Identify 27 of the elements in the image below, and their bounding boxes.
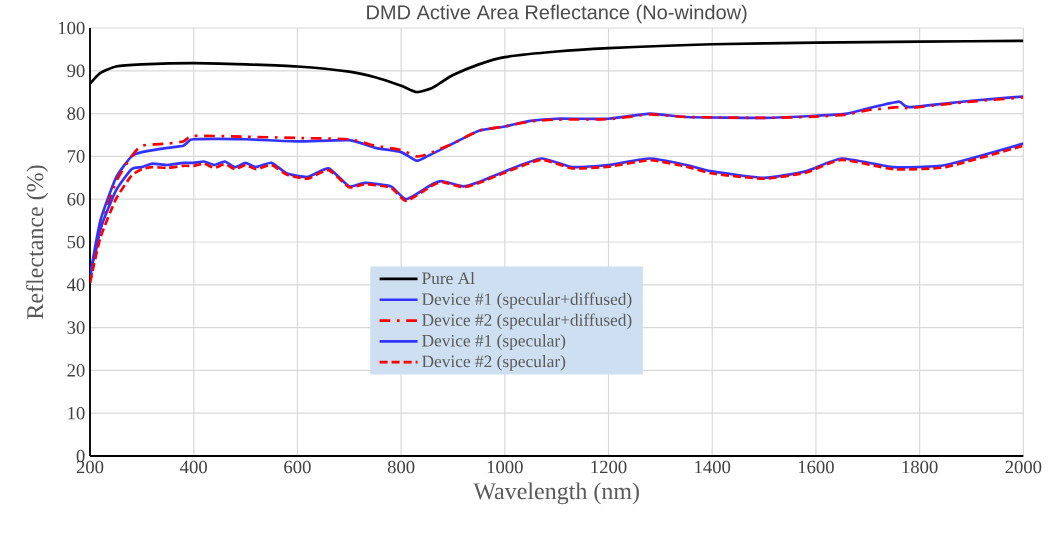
y-tick-label: 70 [67,150,85,163]
legend-label: Device #1 (specular+diffused) [422,292,632,309]
legend-label: Pure Al [422,271,475,285]
legend-label: Device #2 (specular) [422,355,566,371]
y-tick-label: 20 [67,364,85,377]
y-tick-label: 60 [67,192,85,206]
y-tick-label: 80 [67,107,85,120]
y-tick-label: 40 [66,278,85,292]
y-tick-label: 10 [68,406,85,420]
y-tick-label: 30 [67,321,85,334]
chart-title: DMD Active Area Reflectance (No-window) [367,4,747,24]
x-tick-label: 1400 [695,460,731,474]
x-axis-title: Wavelength (nm) [473,482,639,505]
legend-label: Device #2 (specular+diffused) [422,313,632,330]
x-tick-label: 400 [180,460,207,474]
x-tick-label: 1600 [798,460,834,474]
y-tick-label: 90 [67,64,85,78]
y-axis-title: Reflectance (%) [26,165,49,319]
x-tick-label: 2000 [1005,460,1042,474]
x-tick-label: 1200 [591,460,627,474]
y-tick-label: 100 [58,21,85,35]
legend-label: Device #1 (specular) [422,334,566,351]
x-tick-label: 600 [284,460,311,474]
x-tick-label: 800 [387,460,415,474]
x-tick-label: 1000 [487,460,523,474]
y-tick-label: 50 [67,235,85,249]
x-tick-label: 1800 [902,460,938,474]
